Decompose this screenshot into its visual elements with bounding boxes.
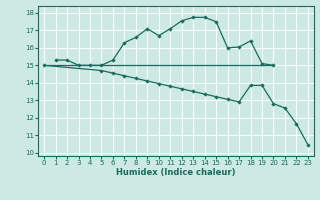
X-axis label: Humidex (Indice chaleur): Humidex (Indice chaleur): [116, 168, 236, 177]
